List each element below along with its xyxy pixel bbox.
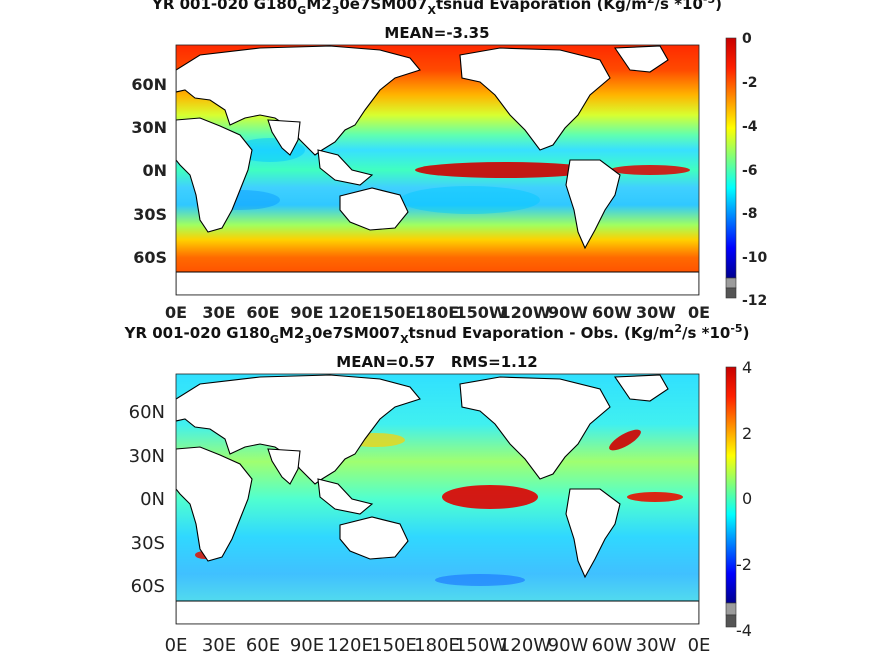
landmass-australia: [339, 187, 409, 231]
landmass-south-america: [565, 159, 621, 250]
landmass-greenland: [613, 374, 669, 402]
landmass-eurasia: [176, 45, 421, 156]
lat-tick-top-0n: 0N: [142, 161, 167, 180]
equatorial-bias-bottom: [442, 485, 538, 509]
panel-bottom-stats: MEAN=0.57 RMS=1.12: [336, 353, 537, 371]
lat-axis-bottom: 60N 30N 0N 30S 60S: [129, 402, 165, 597]
colorbar-top-tick: -8: [742, 206, 758, 222]
landmass-north-america: [459, 47, 611, 151]
lon-tick-bottom: 0E: [688, 635, 711, 656]
lon-tick-top: 30E: [202, 303, 235, 322]
panel-bottom-title: YR 001-020 G180GM230e7SM007Xtsnud Evapor…: [124, 322, 750, 346]
landmass-eurasia: [176, 374, 421, 485]
lat-tick-bottom-0n: 0N: [140, 489, 165, 510]
colorbar-top-ramp: [725, 37, 737, 279]
landmass-africa: [176, 117, 253, 233]
lon-tick-top: 150E: [372, 303, 416, 322]
lon-tick-bottom: 120E: [327, 635, 373, 656]
colorbar-bottom-tick: 2: [742, 424, 752, 443]
landmass-se-asia: [317, 149, 374, 186]
lon-tick-top: 30W: [636, 303, 676, 322]
equatorial-max-top-east: [610, 165, 690, 175]
landmass-south-america: [565, 488, 621, 579]
lon-tick-top: 90E: [290, 303, 323, 322]
lon-tick-bottom: 150W: [455, 635, 507, 656]
lon-tick-bottom: 90W: [548, 635, 589, 656]
colorbar-bottom-tick: 0: [742, 489, 752, 508]
lat-tick-top-30n: 30N: [131, 118, 167, 137]
colorbar-bottom-tick: -4: [736, 621, 752, 640]
colorbar-top-tick: -6: [742, 163, 758, 179]
map-frame-bottom: [175, 373, 700, 625]
panel-top: YR 001-020 G180GM230e7SM007Xtsnud Evapor…: [131, 0, 767, 322]
lat-axis-top: 60N 30N 0N 30S 60S: [131, 75, 167, 267]
landmass-india: [267, 119, 301, 156]
colorbar-top: 0 -2 -4 -6 -8 -10 -12: [725, 31, 768, 309]
landmass-north-america: [459, 376, 611, 480]
lon-tick-top: 150W: [455, 303, 506, 322]
lon-tick-bottom: 60W: [592, 635, 633, 656]
colorbar-top-tick: -4: [742, 119, 758, 135]
colorbar-top-under: [725, 277, 737, 289]
lon-tick-bottom: 120W: [499, 635, 551, 656]
landmass-australia: [339, 516, 409, 560]
colorbar-bottom: 4 2 0 -2 -4: [725, 358, 752, 640]
lon-tick-bottom: 0E: [165, 635, 188, 656]
lon-tick-top: 60E: [246, 303, 279, 322]
colorbar-bottom-under: [725, 602, 737, 616]
landmass-se-asia: [317, 478, 374, 515]
colorbar-bottom-ramp: [725, 366, 737, 604]
colorbar-top-under2: [725, 287, 737, 299]
lat-tick-bottom-60s: 60S: [131, 576, 165, 597]
panel-bottom: YR 001-020 G180GM230e7SM007Xtsnud Evapor…: [124, 322, 753, 656]
colorbar-bottom-tick: 4: [742, 358, 752, 377]
lat-tick-bottom-30n: 30N: [129, 446, 165, 467]
lon-tick-bottom: 30W: [636, 635, 677, 656]
landmass-antarctica: [176, 600, 699, 624]
landmass-africa: [176, 446, 253, 562]
colorbar-top-tick: -12: [742, 293, 767, 309]
lon-tick-top: 120W: [499, 303, 550, 322]
lat-tick-bottom-60n: 60N: [129, 402, 165, 423]
lon-axis-top: 0E 30E 60E 90E 120E 150E 180E 150W 120W …: [165, 303, 710, 322]
lon-tick-bottom: 30E: [202, 635, 236, 656]
lon-tick-top: 90W: [548, 303, 588, 322]
lon-tick-top: 120E: [328, 303, 372, 322]
panel-top-title: YR 001-020 G180GM230e7SM007Xtsnud Evapor…: [151, 0, 722, 17]
landmass-antarctica: [176, 271, 699, 295]
atlantic-bias-bottom: [627, 492, 683, 502]
lon-tick-bottom: 60E: [246, 635, 280, 656]
landmass-india: [267, 448, 301, 485]
colorbar-top-tick: -10: [742, 250, 768, 266]
map-frame-top: [175, 44, 700, 296]
lon-tick-bottom: 180E: [414, 635, 460, 656]
lat-tick-top-30s: 30S: [133, 205, 167, 224]
colorbar-bottom-under2: [725, 614, 737, 628]
gulf-stream-bias-bottom: [609, 429, 641, 451]
lon-tick-bottom: 90E: [290, 635, 324, 656]
landmass-greenland: [613, 45, 669, 73]
lon-axis-bottom: 0E 30E 60E 90E 120E 150E 180E 150W 120W …: [165, 635, 711, 656]
lat-tick-bottom-30s: 30S: [131, 533, 165, 554]
pacific-min-top: [400, 186, 540, 214]
lon-tick-top: 0E: [688, 303, 710, 322]
lat-tick-top-60n: 60N: [131, 75, 167, 94]
panel-top-stats: MEAN=-3.35: [384, 24, 489, 42]
lat-tick-top-60s: 60S: [133, 248, 167, 267]
colorbar-top-tick: -2: [742, 75, 758, 91]
colorbar-top-tick: 0: [742, 31, 752, 47]
map-top: [176, 45, 699, 295]
lon-tick-top: 60W: [592, 303, 632, 322]
lon-tick-top: 0E: [165, 303, 187, 322]
lon-tick-top: 180E: [415, 303, 459, 322]
colorbar-bottom-tick: -2: [736, 555, 752, 574]
south-pacific-bias-bottom: [435, 574, 525, 586]
equatorial-max-top: [415, 162, 595, 178]
lon-tick-bottom: 150E: [371, 635, 417, 656]
map-bottom: [176, 374, 699, 624]
